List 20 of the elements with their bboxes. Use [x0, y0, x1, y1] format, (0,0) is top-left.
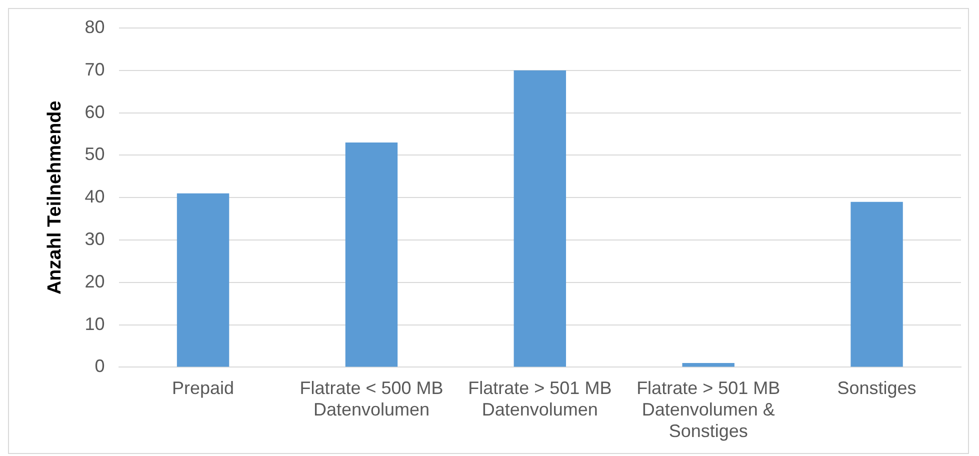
x-tick-label: Prepaid [172, 378, 234, 398]
y-tick-label: 40 [84, 186, 105, 207]
bar [514, 70, 566, 367]
y-tick-label: 0 [94, 356, 105, 376]
x-tick-label: Flatrate > 501 MB Datenvolumen [468, 378, 612, 420]
y-tick-label: 10 [84, 314, 105, 334]
y-tick-label: 70 [84, 59, 105, 80]
y-tick-label: 50 [84, 144, 105, 164]
x-tick-label: Flatrate < 500 MB Datenvolumen [300, 378, 444, 420]
bar [850, 202, 903, 367]
x-tick-label: Sonstiges [837, 378, 916, 398]
y-tick-label: 80 [84, 16, 105, 37]
bar [345, 142, 398, 367]
bar [682, 362, 734, 367]
y-tick-label: 20 [84, 271, 105, 292]
y-axis-title: Anzahl Teilnehmende [44, 100, 66, 295]
y-tick-label: 30 [84, 228, 105, 249]
bar [176, 193, 230, 367]
y-tick-label: 60 [84, 102, 105, 122]
x-tick-label: Flatrate > 501 MB Datenvolumen & Sonstiges [636, 378, 780, 442]
